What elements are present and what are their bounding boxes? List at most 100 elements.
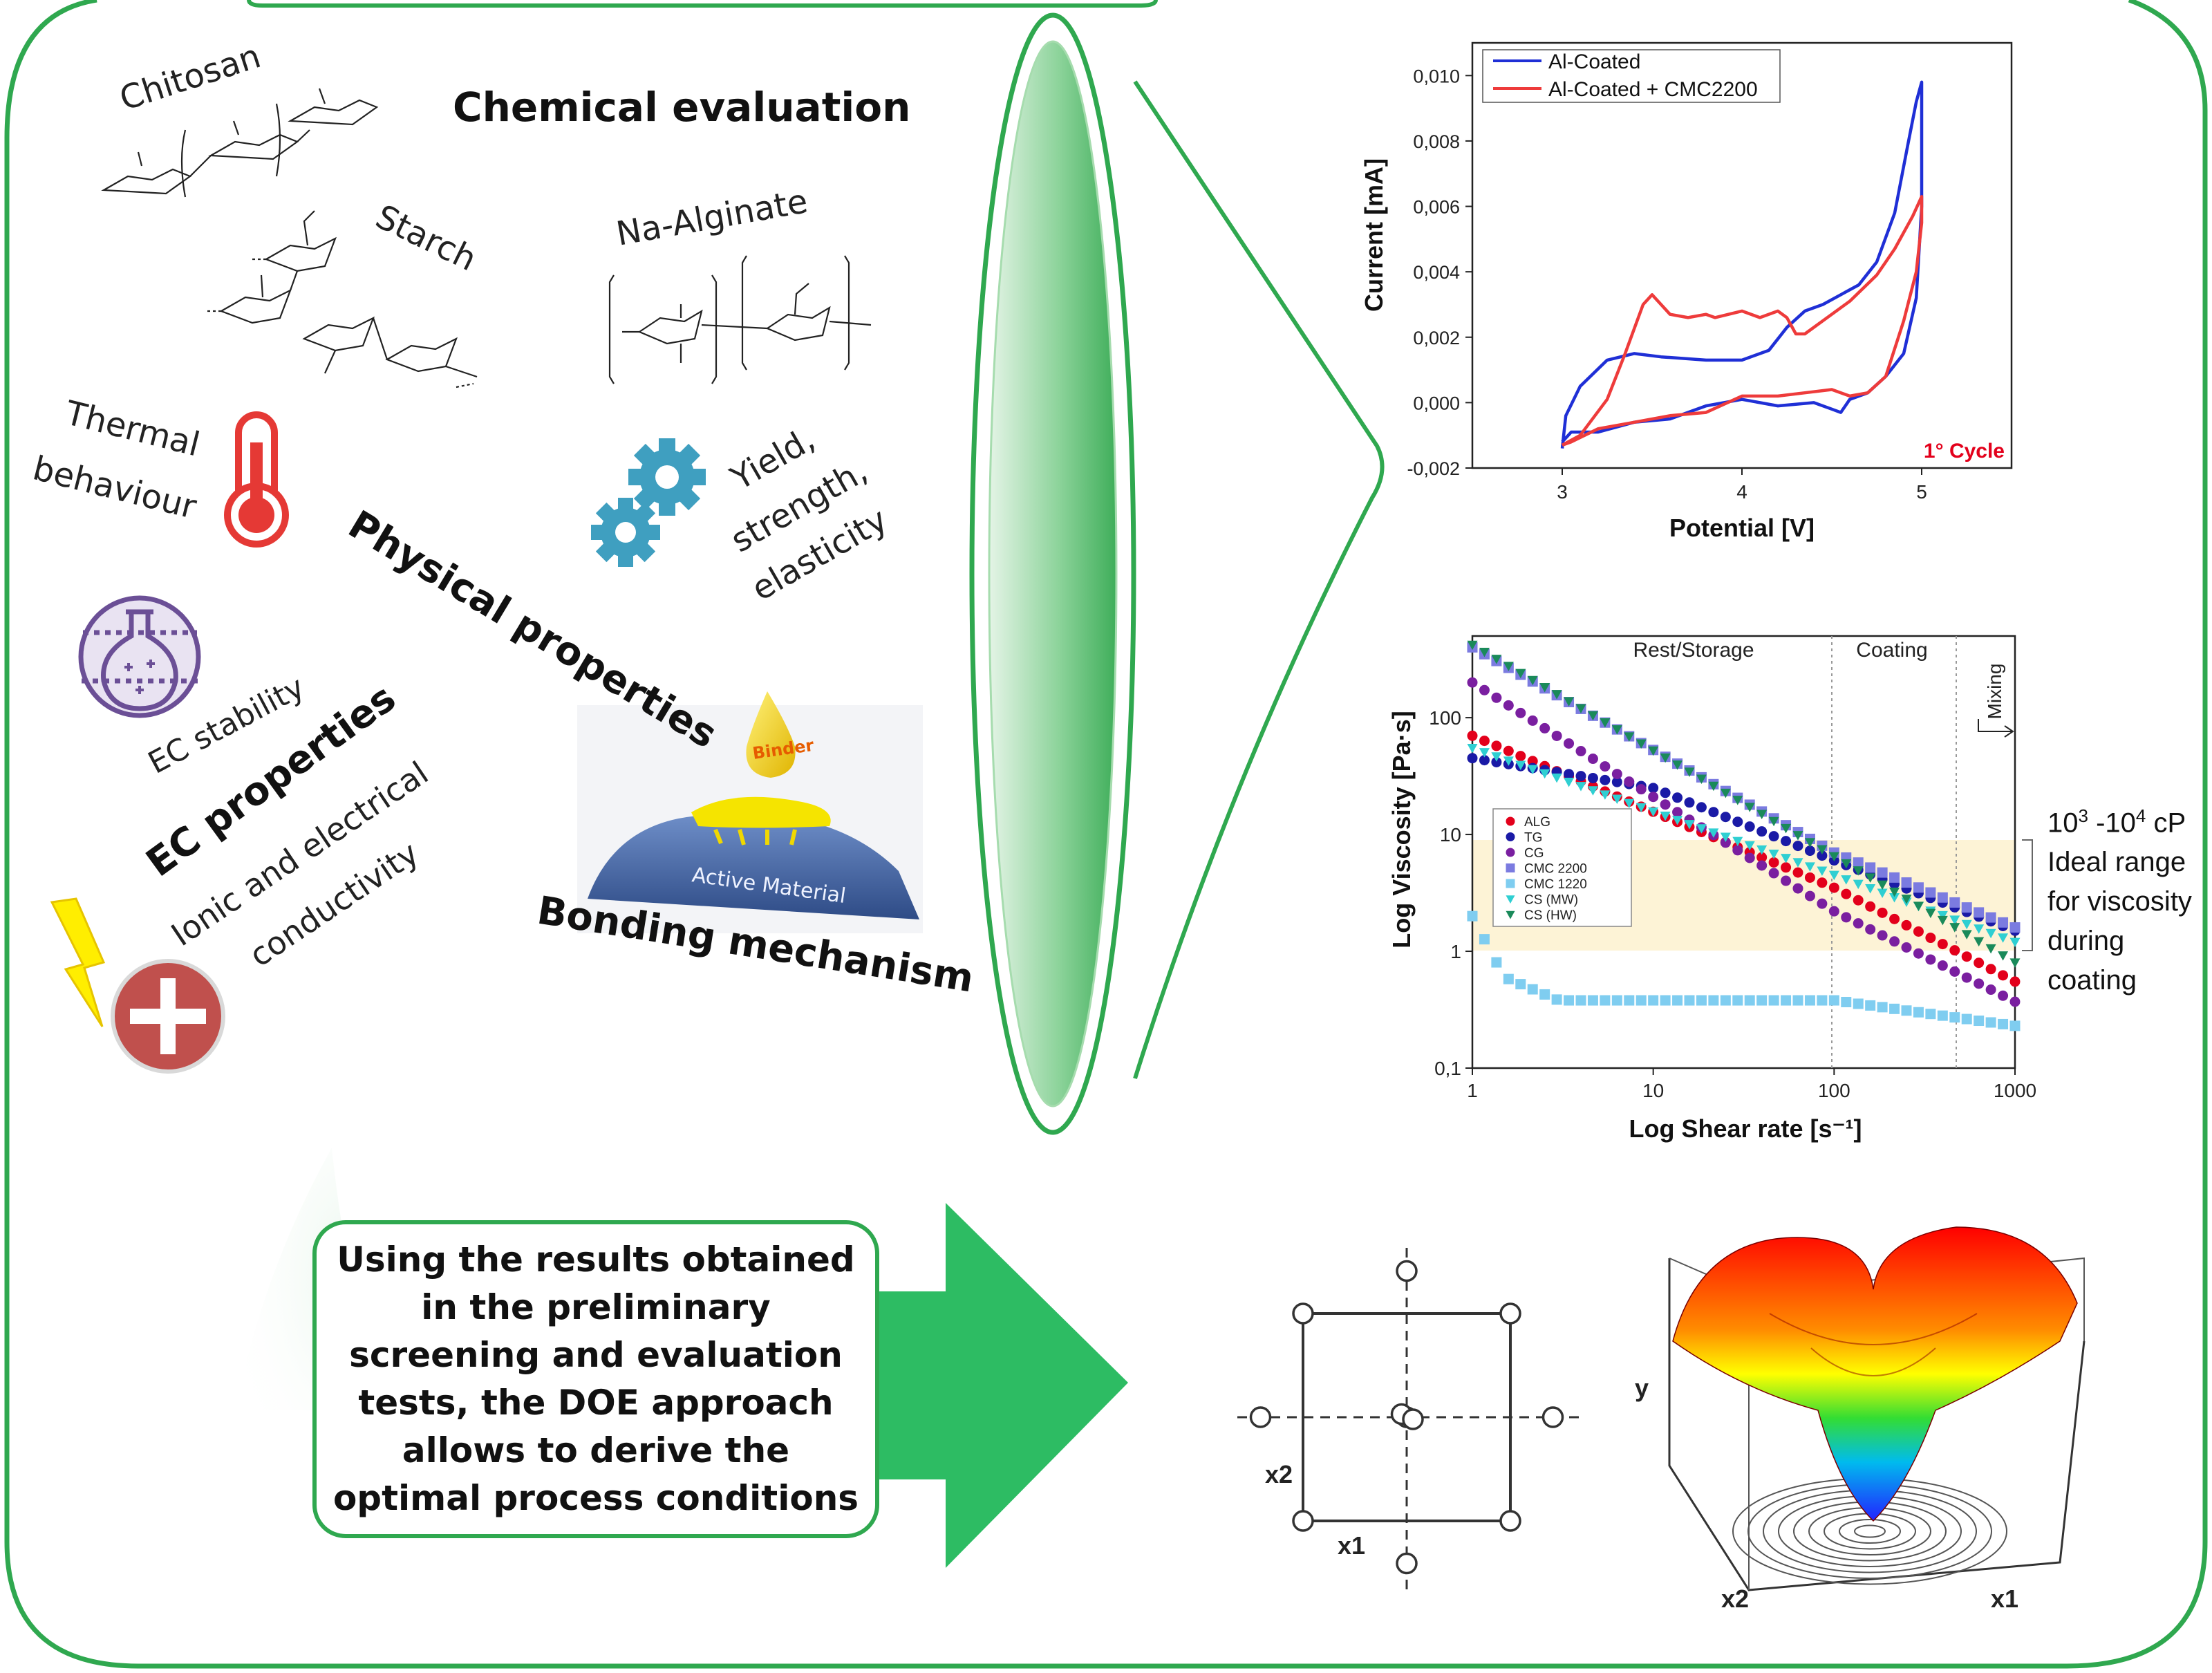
visc-point	[1479, 755, 1490, 766]
visc-point	[1491, 752, 1502, 762]
visc-point	[1624, 732, 1635, 742]
visc-point	[1539, 989, 1550, 1000]
visc-xtick-label: 10	[1642, 1080, 1664, 1101]
visc-point	[1672, 792, 1683, 803]
visc-point	[1551, 994, 1562, 1005]
visc-point	[1998, 1018, 2009, 1029]
visc-point	[1804, 995, 1815, 1006]
visc-point	[1974, 937, 1985, 947]
visc-point	[1515, 751, 1526, 762]
visc-point	[1817, 898, 1828, 909]
visc-point	[1575, 995, 1586, 1006]
visc-point	[1817, 866, 1828, 877]
visc-point	[1998, 970, 2009, 981]
visc-point	[1551, 773, 1562, 783]
doe-point	[1499, 1510, 1521, 1532]
visc-point	[1804, 862, 1815, 872]
surface-y-label: y	[1635, 1374, 1649, 1402]
visc-point	[1974, 1016, 1985, 1027]
cv-chart: 3 4 5-0,0020,0000,0020,0040,0060,0080,010 …	[1360, 41, 2013, 542]
cv-ytick-label: 0,004	[1413, 262, 1460, 283]
visc-point	[1841, 859, 1852, 869]
visc-point	[1503, 700, 1514, 711]
visc-series-6	[1467, 640, 2021, 968]
visc-point	[1672, 760, 1683, 770]
visc-point	[1479, 748, 1490, 758]
visc-point	[1781, 862, 1792, 873]
visc-point	[1467, 910, 1478, 922]
visc-point	[1828, 882, 1839, 893]
visc-point	[1744, 852, 1755, 863]
visc-point	[1804, 845, 1815, 857]
visc-point	[1937, 915, 1948, 926]
visc-legend-marker	[1506, 832, 1515, 841]
visc-point	[1889, 892, 1900, 903]
visc-mixing-arrow	[1978, 719, 2014, 738]
visc-point	[1551, 690, 1562, 700]
visc-point	[1925, 933, 1936, 944]
visc-point	[1648, 807, 1659, 817]
visc-point	[1974, 957, 1985, 969]
visc-point	[1985, 944, 1996, 954]
visc-point	[1720, 837, 1731, 848]
cv-ytick-label: -0,002	[1407, 458, 1460, 479]
thermometer-icon	[224, 411, 289, 548]
visc-point	[1551, 730, 1562, 741]
cv-annotation: 1° Cycle	[1924, 440, 2005, 462]
visc-point	[1889, 936, 1900, 947]
visc-point	[1949, 923, 1960, 933]
surface-x2-label: x2	[1721, 1585, 1749, 1613]
visc-point	[1792, 858, 1803, 868]
visc-point	[1865, 884, 1876, 894]
visc-point	[1539, 769, 1550, 779]
visc-point	[1901, 895, 1912, 904]
visc-point	[1853, 918, 1864, 929]
visc-point	[1684, 797, 1695, 808]
cv-plot-frame	[1471, 41, 2013, 469]
visc-point	[1611, 776, 1622, 787]
visc-point	[1985, 984, 1996, 996]
visc-legend-marker	[1506, 895, 1515, 904]
visc-point	[1985, 928, 1996, 939]
visc-legend-marker	[1506, 863, 1515, 872]
visc-point	[1600, 718, 1611, 728]
visc-point	[1949, 897, 1960, 908]
visc-point	[1998, 951, 2009, 961]
visc-point	[1817, 850, 1828, 861]
visc-point	[1732, 816, 1743, 828]
visc-point	[1768, 816, 1779, 827]
visc-point	[1768, 868, 1779, 879]
visc-point	[1937, 892, 1948, 903]
lens-cone	[1133, 80, 1385, 1079]
visc-point	[1998, 990, 2009, 1001]
visc-point	[1841, 912, 1852, 923]
visc-point	[1467, 730, 1478, 741]
visc-point	[1732, 836, 1743, 847]
cv-ytick-label: 0,010	[1413, 66, 1460, 86]
visc-point	[1660, 787, 1671, 798]
visc-point	[1865, 862, 1876, 873]
visc-point	[1998, 933, 2009, 943]
visc-point	[1877, 930, 1888, 941]
visc-point	[1756, 860, 1768, 871]
visc-point	[1708, 995, 1719, 1006]
visc-point	[1635, 995, 1647, 1006]
visc-point	[1937, 939, 1948, 950]
visc-point	[1781, 854, 1792, 863]
visc-point	[1792, 995, 1803, 1006]
visc-series-4	[1467, 910, 2021, 1031]
visc-point	[1865, 924, 1876, 935]
visc-point	[1467, 677, 1478, 688]
visc-point	[1828, 870, 1839, 881]
visc-point	[1491, 740, 1502, 751]
label-chitosan: Chitosan	[115, 37, 265, 118]
visc-legend-label: CG	[1524, 846, 1544, 861]
visc-point	[1901, 919, 1912, 931]
visc-point	[1611, 769, 1622, 780]
visc-legend-label: TG	[1524, 831, 1542, 845]
visc-point	[1901, 942, 1912, 953]
visc-point	[1660, 811, 1671, 821]
visc-point	[1600, 774, 1611, 785]
visc-point	[1732, 995, 1743, 1006]
